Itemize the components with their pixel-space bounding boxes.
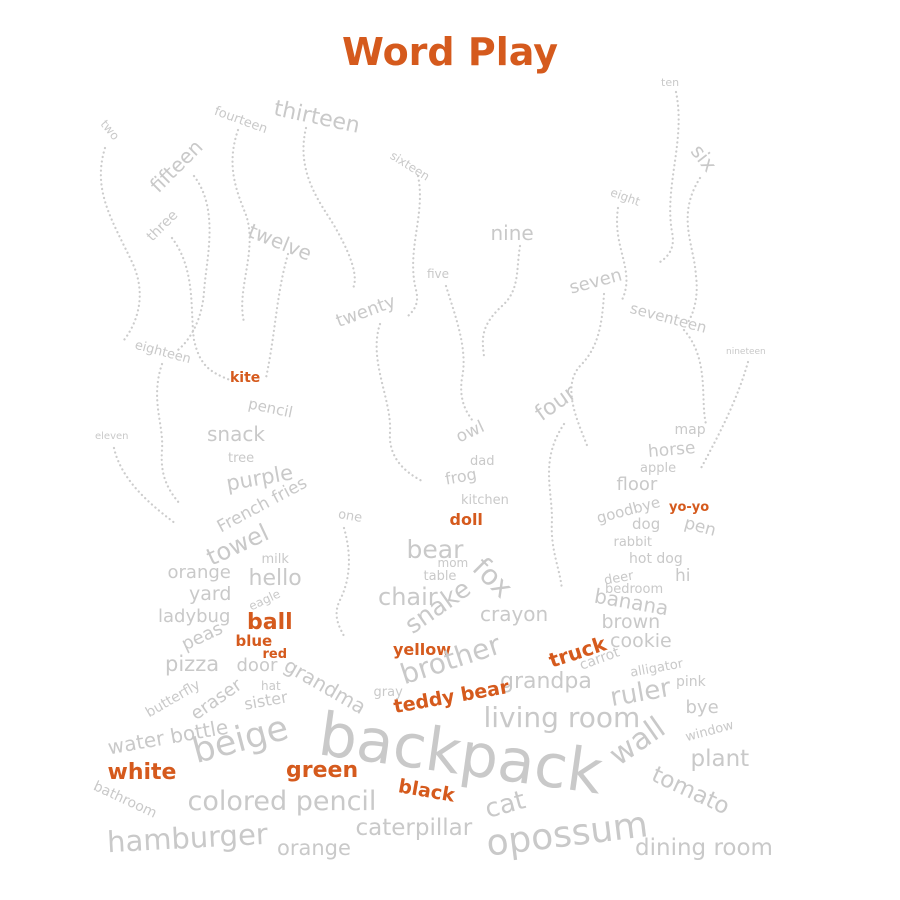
word-table: table [423, 568, 457, 584]
word-floor: floor [616, 474, 658, 495]
dotted-trail-12 [444, 284, 474, 422]
word-doll: doll [449, 510, 483, 529]
dotted-trail-3 [302, 126, 356, 292]
word-bye: bye [685, 697, 719, 718]
dotted-trail-2 [231, 128, 251, 324]
word-gray: gray [373, 684, 403, 700]
word-grandpa: grandpa [500, 669, 592, 694]
word-caterpillar: caterpillar [355, 814, 473, 841]
word-hat: hat [261, 679, 281, 693]
word-snack: snack [207, 422, 265, 446]
word-white: white [107, 760, 177, 785]
word-nineteen: nineteen [726, 346, 766, 357]
word-nine: nine [490, 221, 534, 245]
dotted-trail-4 [658, 90, 680, 264]
dotted-trail-15 [682, 328, 708, 426]
dotted-trail-11 [481, 244, 522, 358]
word-ladybug: ladybug [158, 606, 231, 627]
word-five: five [427, 267, 450, 281]
dotted-trail-19 [112, 446, 178, 526]
dotted-trail-9 [264, 252, 290, 380]
dotted-trail-1 [99, 146, 141, 342]
word-ball: ball [247, 610, 293, 635]
word-mom: mom [437, 556, 469, 570]
word-bear: bear [406, 534, 464, 564]
word-plant: plant [690, 745, 750, 772]
dotted-trail-14 [570, 292, 606, 450]
word-pink: pink [676, 674, 706, 690]
word-horse: horse [646, 437, 696, 462]
word-green: green [286, 758, 359, 783]
word-yo-yo: yo-yo [669, 499, 710, 515]
page-title: Word Play [342, 30, 558, 74]
word-yellow: yellow [393, 640, 452, 659]
word-hello: hello [248, 566, 302, 591]
dotted-trail-20 [335, 526, 351, 638]
word-kite: kite [230, 370, 261, 386]
word-blue: blue [235, 631, 273, 650]
word-hamburger: hamburger [105, 816, 269, 859]
word-rabbit: rabbit [613, 534, 653, 550]
word-dog: dog [632, 514, 661, 533]
dotted-trail-8 [170, 236, 232, 382]
dotted-trail-13 [375, 322, 426, 484]
word-bedroom: bedroom [605, 581, 664, 597]
word-crayon: crayon [480, 602, 549, 626]
word-hot-dog: hot dog [629, 551, 683, 567]
word-tree: tree [228, 450, 255, 466]
word-eleven: eleven [95, 431, 129, 442]
word-hi: hi [675, 565, 691, 586]
word-red: red [262, 646, 288, 662]
word-living-room: living room [483, 701, 641, 734]
word-cookie: cookie [610, 629, 672, 652]
word-apple: apple [640, 460, 677, 476]
word-dining-room: dining room [635, 834, 773, 861]
word-kitchen: kitchen [461, 492, 509, 508]
word-chair: chair [378, 583, 438, 611]
word-map: map [674, 422, 706, 438]
word-milk: milk [261, 551, 289, 567]
dotted-trail-18 [547, 422, 566, 592]
word-dad: dad [470, 453, 495, 469]
dotted-trail-6 [404, 174, 422, 320]
dotted-trail-5 [176, 174, 211, 352]
word-one: one [336, 506, 364, 526]
word-colored-pencil: colored pencil [187, 785, 377, 817]
word-brown: brown [601, 610, 661, 633]
word-door: door [236, 655, 278, 676]
dotted-trail-17 [698, 360, 750, 472]
word-ten: ten [661, 75, 680, 89]
word-pizza: pizza [165, 651, 220, 676]
word-yard: yard [189, 582, 232, 605]
dotted-trail-10 [615, 206, 628, 302]
word-orange: orange [277, 835, 351, 860]
dotted-trail-7 [686, 176, 702, 324]
dotted-trail-16 [155, 362, 182, 506]
word-orange: orange [167, 562, 231, 583]
